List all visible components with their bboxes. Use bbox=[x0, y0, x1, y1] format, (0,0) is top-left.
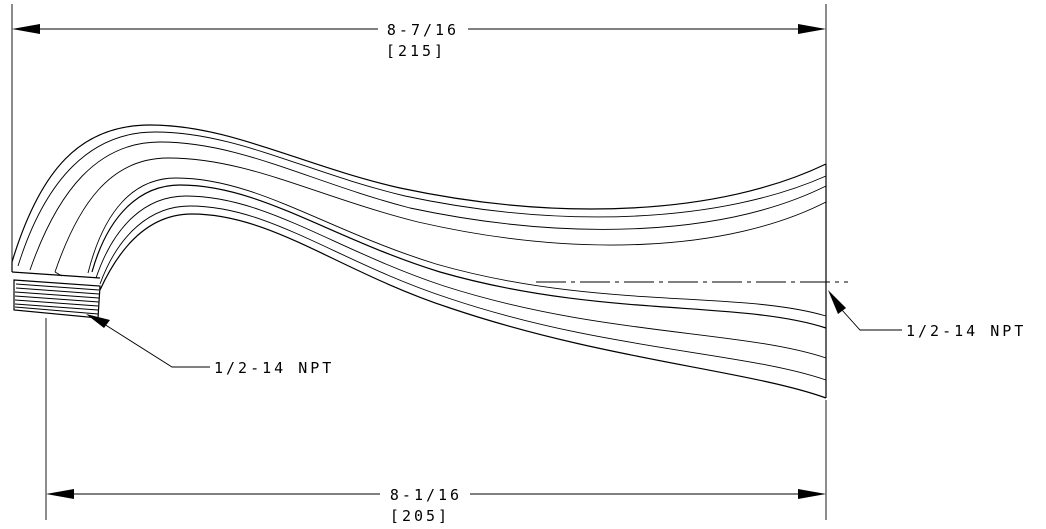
leader-arrowhead bbox=[828, 290, 846, 314]
inlet-thread-callout: 1/2-14 NPT bbox=[86, 314, 334, 377]
projection-metric: [205] bbox=[390, 507, 450, 525]
overall-length-dimension: 8-7/16 [215] bbox=[11, 4, 827, 262]
arrowhead-right bbox=[798, 489, 826, 499]
leader-line bbox=[841, 309, 902, 331]
arrowhead-right bbox=[798, 24, 826, 34]
spout-body bbox=[11, 124, 827, 399]
projection-dimension: 8-1/16 [205] bbox=[45, 318, 827, 525]
arrowhead-left bbox=[12, 24, 40, 34]
outlet-thread-callout: 1/2-14 NPT bbox=[828, 290, 1026, 340]
leader-line bbox=[103, 323, 210, 368]
overall-length-metric: [215] bbox=[386, 42, 446, 60]
inlet-thread bbox=[13, 279, 101, 319]
arrowhead-left bbox=[46, 489, 74, 499]
overall-length-imperial: 8-7/16 bbox=[387, 21, 459, 39]
projection-imperial: 8-1/16 bbox=[390, 486, 462, 504]
inlet-thread-label: 1/2-14 NPT bbox=[214, 359, 334, 377]
outlet-thread-label: 1/2-14 NPT bbox=[906, 322, 1026, 340]
